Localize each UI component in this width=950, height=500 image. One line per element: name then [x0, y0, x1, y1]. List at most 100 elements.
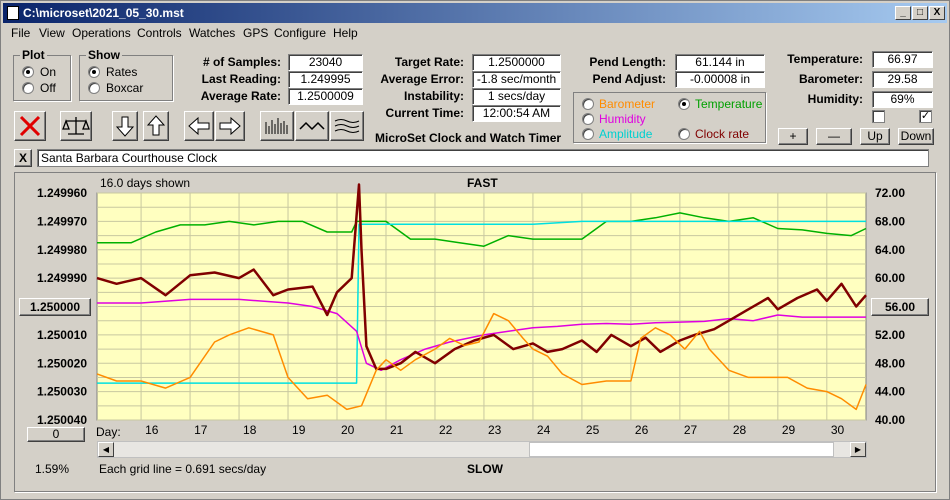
bars-icon	[265, 118, 288, 134]
menu-gps[interactable]: GPS	[243, 26, 269, 40]
menu-configure[interactable]: Configure	[274, 26, 327, 40]
scroll-right-arrow-icon[interactable]: ▶	[850, 442, 866, 457]
show-group-label: Show	[86, 48, 122, 62]
scroll-right-button[interactable]	[215, 111, 245, 141]
slow-label: SLOW	[467, 462, 503, 476]
menu-controls[interactable]: Controls	[137, 26, 182, 40]
scrollbar-thumb[interactable]	[529, 442, 834, 457]
plot-off-label: Off	[40, 81, 56, 95]
percent-label: 1.59%	[35, 462, 70, 476]
barometer-option-label: Barometer	[599, 97, 656, 111]
day-tick-label: 20	[341, 423, 355, 437]
show-boxcar-radio[interactable]	[88, 82, 100, 94]
menu-help[interactable]: Help	[333, 26, 358, 40]
rate-chart[interactable]: 16 17 18 19 20 21 22 23 24 25 26 27 28 29 30 1.249960 1.…	[15, 173, 935, 491]
plot-off-radio[interactable]	[22, 82, 34, 94]
humidity-radio[interactable]	[582, 113, 594, 125]
stop-button[interactable]	[14, 111, 46, 141]
right-axis-tick: 40.00	[875, 413, 905, 427]
humidity-label: Humidity:	[807, 92, 863, 106]
temperature-label: Temperature:	[787, 52, 863, 66]
left-value-button[interactable]: 1.250000	[19, 298, 91, 316]
menu-view[interactable]: View	[39, 26, 65, 40]
series-line-amplitude	[97, 220, 866, 384]
multi-wave-icon	[334, 119, 360, 133]
current-time-label: Current Time:	[385, 106, 464, 120]
arrow-left-icon	[188, 116, 210, 136]
clock-rate-option-label: Clock rate	[695, 127, 750, 141]
up-button[interactable]: Up	[860, 128, 890, 145]
scroll-down-button[interactable]	[112, 111, 138, 141]
temperature-radio[interactable]	[678, 98, 690, 110]
env-checkbox-1[interactable]	[872, 110, 885, 123]
show-boxcar-label: Boxcar	[106, 81, 144, 95]
window-title: C:\microset\2021_05_30.mst	[23, 6, 184, 20]
left-axis-tick: 1.249960	[37, 186, 87, 200]
humidity-option-label: Humidity	[599, 112, 646, 126]
pend-length-label: Pend Length:	[589, 55, 666, 69]
last-reading-label: Last Reading:	[201, 72, 281, 86]
day-tick-label: 30	[831, 423, 845, 437]
right-value-button[interactable]: 56.00	[871, 298, 929, 316]
env-checkbox-2[interactable]: ✓	[919, 110, 932, 123]
plot-on-radio[interactable]	[22, 66, 34, 78]
scroll-up-button[interactable]	[143, 111, 169, 141]
arrow-down-icon	[115, 116, 135, 137]
zero-button[interactable]: 0	[27, 427, 85, 442]
day-tick-label: 21	[390, 423, 404, 437]
red-x-icon	[19, 115, 41, 137]
average-error-value: -1.8 sec/month	[472, 71, 561, 88]
amplitude-radio[interactable]	[582, 128, 594, 140]
day-tick-label: 28	[733, 423, 747, 437]
smooth-view-button[interactable]	[330, 111, 364, 141]
show-rates-radio[interactable]	[88, 66, 100, 78]
pend-length-value[interactable]: 61.144 in	[675, 54, 765, 71]
barometer-value: 29.58	[872, 71, 933, 88]
day-axis-label: Day:	[96, 425, 121, 439]
minimize-button[interactable]: _	[895, 6, 911, 20]
plus-button[interactable]: +	[778, 128, 808, 145]
right-axis-tick: 44.00	[875, 385, 905, 399]
series-line-clock-rate	[96, 183, 867, 371]
bar-view-button[interactable]	[260, 111, 294, 141]
menu-file[interactable]: File	[11, 26, 31, 40]
clear-clock-button[interactable]: X	[14, 149, 32, 167]
plot-on-label: On	[40, 65, 57, 79]
balance-button[interactable]	[60, 111, 92, 141]
scroll-left-arrow-icon[interactable]: ◀	[98, 442, 114, 457]
day-tick-label: 27	[684, 423, 698, 437]
plot-group: Plot On Off	[13, 48, 71, 101]
arrow-right-icon	[219, 116, 241, 136]
left-axis-tick: 1.250030	[37, 385, 87, 399]
day-tick-label: 24	[537, 423, 551, 437]
barometer-radio[interactable]	[582, 98, 594, 110]
average-error-label: Average Error:	[380, 72, 464, 86]
scroll-left-button[interactable]	[184, 111, 214, 141]
day-tick-label: 23	[488, 423, 502, 437]
menu-watches[interactable]: Watches	[189, 26, 236, 40]
clock-name-field[interactable]: Santa Barbara Courthouse Clock	[37, 149, 929, 167]
left-axis-tick: 1.249980	[37, 243, 87, 257]
left-axis-tick: 1.249970	[37, 214, 87, 228]
title-bar[interactable]: C:\microset\2021_05_30.mst _ □ X	[3, 3, 947, 23]
amplitude-option-label: Amplitude	[599, 127, 653, 141]
down-button[interactable]: Down	[898, 128, 934, 145]
line-view-button[interactable]	[295, 111, 329, 141]
minus-button[interactable]: —	[816, 128, 852, 145]
series-line-humidity	[97, 298, 866, 372]
temperature-value: 66.97	[872, 51, 933, 68]
target-rate-value[interactable]: 1.2500000	[472, 54, 561, 71]
temperature-option-label: Temperature	[695, 97, 763, 111]
day-tick-label: 19	[292, 423, 306, 437]
menu-operations[interactable]: Operations	[72, 26, 131, 40]
app-icon	[7, 6, 19, 20]
maximize-button[interactable]: □	[912, 6, 928, 20]
right-axis-tick: 48.00	[875, 356, 905, 370]
clock-rate-radio[interactable]	[678, 128, 690, 140]
close-button[interactable]: X	[929, 6, 945, 20]
samples-value: 23040	[288, 54, 363, 71]
show-rates-label: Rates	[106, 65, 138, 79]
horizontal-scrollbar[interactable]: ◀ ▶	[97, 441, 867, 458]
wave-icon	[299, 121, 325, 131]
